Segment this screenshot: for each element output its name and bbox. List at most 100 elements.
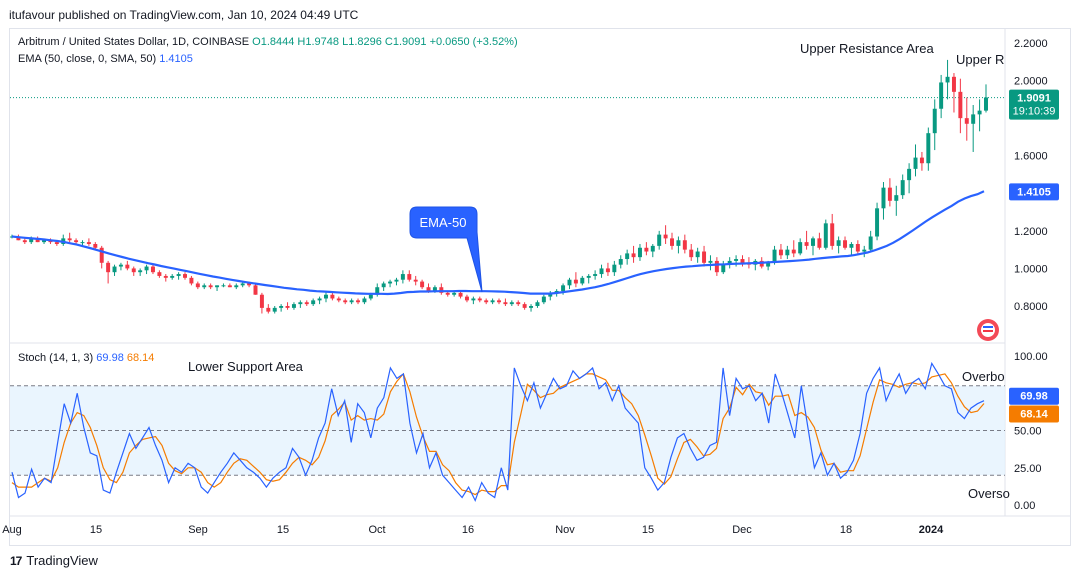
candle-body — [208, 285, 213, 288]
stoch-legend: Stoch (14, 1, 3) 69.98 68.14 — [18, 352, 154, 364]
candle-body — [907, 168, 912, 181]
candle-body — [439, 287, 444, 293]
symbol-title: Arbitrum / United States Dollar, 1D, COI… — [18, 36, 250, 48]
candle-body — [778, 249, 783, 256]
candle-body — [830, 223, 835, 246]
candle-body — [86, 242, 91, 245]
candle-body — [772, 249, 777, 263]
candle-body — [522, 304, 527, 308]
candle-body — [259, 294, 264, 308]
candle-body — [247, 283, 252, 286]
candle-body — [477, 298, 482, 301]
candle-body — [362, 298, 367, 303]
candle-body — [798, 242, 803, 254]
candle-body — [670, 238, 674, 246]
tradingview-logo[interactable]: 17 TradingView — [10, 553, 98, 568]
stoch-bands — [10, 385, 1005, 476]
candle-body — [35, 238, 40, 243]
ema-price-badge-bg — [1009, 183, 1059, 201]
candle-body — [977, 110, 982, 115]
time-tick-label: Dec — [732, 524, 752, 536]
time-tick-label: 2024 — [919, 524, 944, 536]
candle-body — [381, 283, 386, 288]
candle-body — [727, 260, 732, 265]
candle-body — [887, 187, 892, 201]
ema-label: EMA (50, close, 0, SMA, 50) — [18, 53, 157, 65]
candle-body — [349, 300, 354, 303]
candle-body — [464, 296, 469, 301]
symbol-legend: Arbitrum / United States Dollar, 1D, COI… — [18, 36, 518, 48]
stoch-label: Stoch (14, 1, 3) — [18, 352, 94, 364]
candle-body — [804, 242, 809, 246]
ema-50-line — [11, 190, 985, 296]
time-tick-label: Oct — [368, 524, 385, 536]
time-tick-label: 15 — [277, 524, 289, 536]
candle-body — [734, 259, 739, 261]
candle-body — [958, 91, 963, 119]
candle-body — [791, 249, 796, 254]
lower-support-label: Lower Support Area — [188, 359, 303, 374]
candle-body — [836, 240, 841, 246]
upper-resistance-label: Upper Resistance Area — [800, 41, 934, 56]
candle-body — [157, 272, 162, 276]
candle-body — [541, 296, 546, 303]
candle-body — [375, 287, 380, 295]
candle-body — [176, 274, 181, 276]
candle-body — [330, 294, 335, 299]
candle-body — [272, 307, 277, 312]
candle-body — [599, 268, 604, 275]
candle-body — [221, 285, 226, 287]
candle-body — [336, 298, 341, 301]
candle-body — [811, 238, 815, 246]
candle-body — [445, 292, 450, 295]
candle-body — [855, 244, 860, 252]
candle-body — [189, 277, 194, 284]
time-tick-label: 15 — [90, 524, 102, 536]
candle-body — [125, 264, 130, 269]
candle-body — [497, 300, 501, 303]
stoch-d-value: 68.14 — [126, 352, 155, 364]
price-tick-label: 2.0000 — [1014, 76, 1048, 88]
time-tick-label: 15 — [642, 524, 654, 536]
candle-body — [99, 247, 104, 263]
candle-body — [766, 262, 771, 267]
candle-body — [561, 285, 566, 291]
stoch-tick-label: 50.00 — [1014, 426, 1042, 438]
stoch-k-value: 69.98 — [96, 352, 124, 364]
candle-body — [926, 133, 931, 164]
candle-body — [900, 180, 905, 196]
candle-body — [964, 118, 969, 124]
last-price-badge-bg — [1009, 89, 1059, 120]
flag-icon-bar — [983, 326, 993, 328]
stoch-d-badge-text: 68.14 — [1020, 408, 1048, 420]
candle-body — [529, 306, 534, 308]
candle-body — [721, 264, 726, 273]
candle-body — [67, 238, 72, 241]
ema-callout: EMA-50 — [409, 206, 483, 293]
time-tick-label: Nov — [555, 524, 575, 536]
candle-body — [612, 264, 617, 273]
chart-frame — [9, 28, 1071, 546]
candle-body — [324, 294, 328, 299]
candle-body — [202, 285, 207, 288]
candle-body — [919, 157, 924, 164]
candle-body — [144, 266, 149, 271]
candle-body — [234, 285, 239, 288]
candle-body — [343, 300, 348, 303]
candle-body — [714, 260, 719, 273]
candle-body — [932, 108, 937, 134]
stoch-k-line — [11, 361, 985, 503]
candle-body — [740, 259, 745, 263]
price-tick-label: 1.2000 — [1014, 226, 1048, 238]
candle-body — [420, 281, 425, 288]
candle-body — [951, 76, 956, 92]
high-value: H1.9748 — [297, 36, 340, 48]
candle-body — [586, 275, 591, 278]
candle-body — [573, 279, 578, 284]
time-tick-label: 18 — [840, 524, 852, 536]
candle-body — [407, 274, 412, 280]
candle-body — [689, 249, 694, 258]
candle-body — [240, 283, 245, 286]
